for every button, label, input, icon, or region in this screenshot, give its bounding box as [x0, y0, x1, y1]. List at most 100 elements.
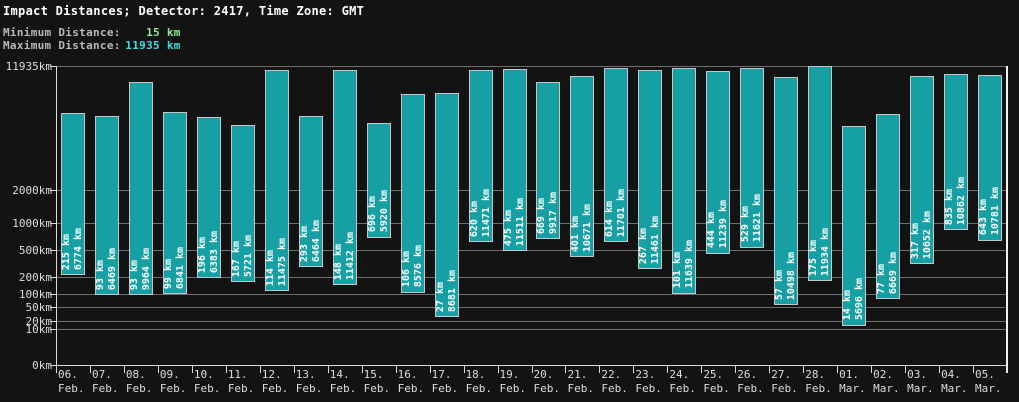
y-axis-tick: [50, 66, 56, 67]
x-label-month: Feb.: [499, 382, 527, 395]
x-label-month: Mar.: [975, 382, 1002, 395]
y-axis-tick: [50, 249, 56, 251]
bar-max-label: 11471 km: [480, 188, 492, 237]
gridline: [56, 190, 1007, 192]
bar-max-label: 11934 km: [820, 227, 832, 276]
x-label-month: Feb.: [397, 382, 425, 395]
x-label-day: 19.: [499, 368, 520, 381]
x-axis-tick: [191, 365, 193, 373]
x-label-month: Feb.: [737, 382, 764, 395]
bar: 27 km 8681 km: [434, 93, 459, 317]
y-axis-tick-label: 100km: [18, 287, 52, 301]
bar-min-label: 620 km: [468, 200, 480, 237]
bar-max-label: 8681 km: [446, 269, 458, 312]
x-label-month: Feb.: [159, 382, 187, 395]
bar-max-label: 9917 km: [548, 191, 560, 235]
bar-min-label: 14 km: [842, 290, 854, 321]
x-axis-tick: [89, 365, 91, 373]
bar: 401 km 10671 km: [570, 75, 595, 257]
x-label-day: 13.: [295, 368, 316, 381]
bar-max-label: 11475 km: [276, 237, 288, 286]
bar-max-label: 6841 km: [174, 246, 186, 289]
x-axis-tick: [293, 365, 295, 373]
bar-min-label: 696 km: [366, 196, 378, 233]
y-axis-tick-label: 10km: [25, 323, 53, 337]
bar-min-label: 57 km: [774, 269, 786, 300]
bar-min-label: 614 km: [604, 201, 616, 238]
bar-labels: 77 km 6669 km: [876, 251, 900, 295]
x-axis-tick: [939, 365, 941, 373]
x-label-day: 04.: [941, 368, 961, 381]
x-axis-tick: [803, 365, 805, 373]
bar-max-label: 5721 km: [242, 234, 254, 277]
bar: 175 km 11934 km: [808, 66, 833, 281]
bar-min-label: 114 km: [264, 249, 276, 286]
minimum-distance-label: Minimum Distance:: [3, 26, 121, 39]
x-axis-tick: [701, 365, 703, 373]
x-axis-tick: [769, 365, 771, 373]
x-label-day: 09.: [159, 368, 180, 381]
bar-max-label: 6669 km: [888, 251, 900, 295]
gridline: [56, 307, 1007, 309]
x-label-day: 10.: [193, 368, 214, 381]
x-label-day: 15.: [363, 368, 384, 381]
bar: 99 km 6841 km: [162, 111, 187, 294]
bar: 614 km 11701 km: [604, 67, 629, 243]
y-axis-tick-label: 20km: [25, 315, 53, 329]
bar-labels: 620 km 11471 km: [468, 188, 492, 237]
bar-min-label: 317 km: [910, 223, 922, 260]
y-axis-tick-label: 2000km: [12, 184, 52, 198]
x-label-day: 21.: [567, 368, 588, 381]
bar-labels: 215 km 6774 km: [61, 228, 84, 270]
bar: 317 km 10652 km: [910, 76, 935, 265]
y-axis-tick: [50, 277, 56, 279]
bar-min-label: 293 km: [298, 225, 310, 262]
x-label-month: Feb.: [295, 382, 323, 395]
x-label-day: 20.: [533, 368, 554, 381]
bar-labels: 401 km 10671 km: [570, 204, 593, 252]
x-label-month: Feb.: [431, 382, 459, 395]
x-axis-tick: [361, 365, 363, 373]
x-axis-tick: [735, 365, 737, 373]
x-label-month: Feb.: [601, 382, 628, 395]
bar-labels: 175 km 11934 km: [808, 227, 832, 276]
x-axis-tick: [123, 365, 125, 373]
bar-labels: 101 km 11639 km: [672, 240, 695, 289]
y-axis-tick: [50, 321, 56, 323]
bar: 101 km 11639 km: [672, 68, 697, 294]
x-label-month: Feb.: [91, 382, 119, 395]
bar-min-label: 401 km: [570, 215, 582, 252]
bar-max-label: 10498 km: [786, 251, 798, 300]
y-axis-tick-label: 0km: [32, 359, 52, 372]
x-label-day: 12.: [261, 368, 282, 381]
gridline: [56, 249, 1007, 251]
bar-labels: 293 km 6464 km: [298, 220, 322, 262]
maximum-distance-line: Maximum Distance: 11935 km: [3, 39, 181, 52]
x-label-month: Mar.: [941, 382, 968, 395]
bar: 148 km 11412 km: [332, 69, 357, 285]
bar-min-label: 267 km: [638, 228, 650, 265]
bar-labels: 27 km 8681 km: [434, 269, 458, 312]
x-label-day: 01.: [839, 368, 860, 381]
bar-min-label: 669 km: [536, 197, 548, 235]
bar-labels: 317 km 10652 km: [910, 211, 933, 260]
bar-min-label: 27 km: [434, 281, 446, 312]
x-axis-tick: [225, 365, 227, 373]
x-axis-tick: [157, 365, 159, 373]
bar-max-label: 5696 km: [854, 278, 866, 321]
x-label-month: Feb.: [465, 382, 493, 395]
bar-labels: 696 km 5920 km: [366, 190, 390, 233]
bar-max-label: 11239 km: [718, 200, 730, 249]
x-axis-tick: [599, 365, 601, 373]
x-label-month: Feb.: [703, 382, 730, 395]
bar-labels: 57 km 10498 km: [774, 251, 798, 300]
x-label-month: Feb.: [227, 382, 255, 395]
bar-labels: 14 km 5696 km: [842, 278, 866, 321]
bar-min-label: 101 km: [672, 252, 684, 289]
x-axis-tick: [837, 365, 839, 373]
y-axis-tick: [50, 293, 56, 295]
x-label-day: 16.: [397, 368, 418, 381]
x-label-month: Feb.: [58, 382, 85, 395]
y-axis: [56, 66, 57, 373]
bar-max-label: 8576 km: [412, 245, 424, 288]
